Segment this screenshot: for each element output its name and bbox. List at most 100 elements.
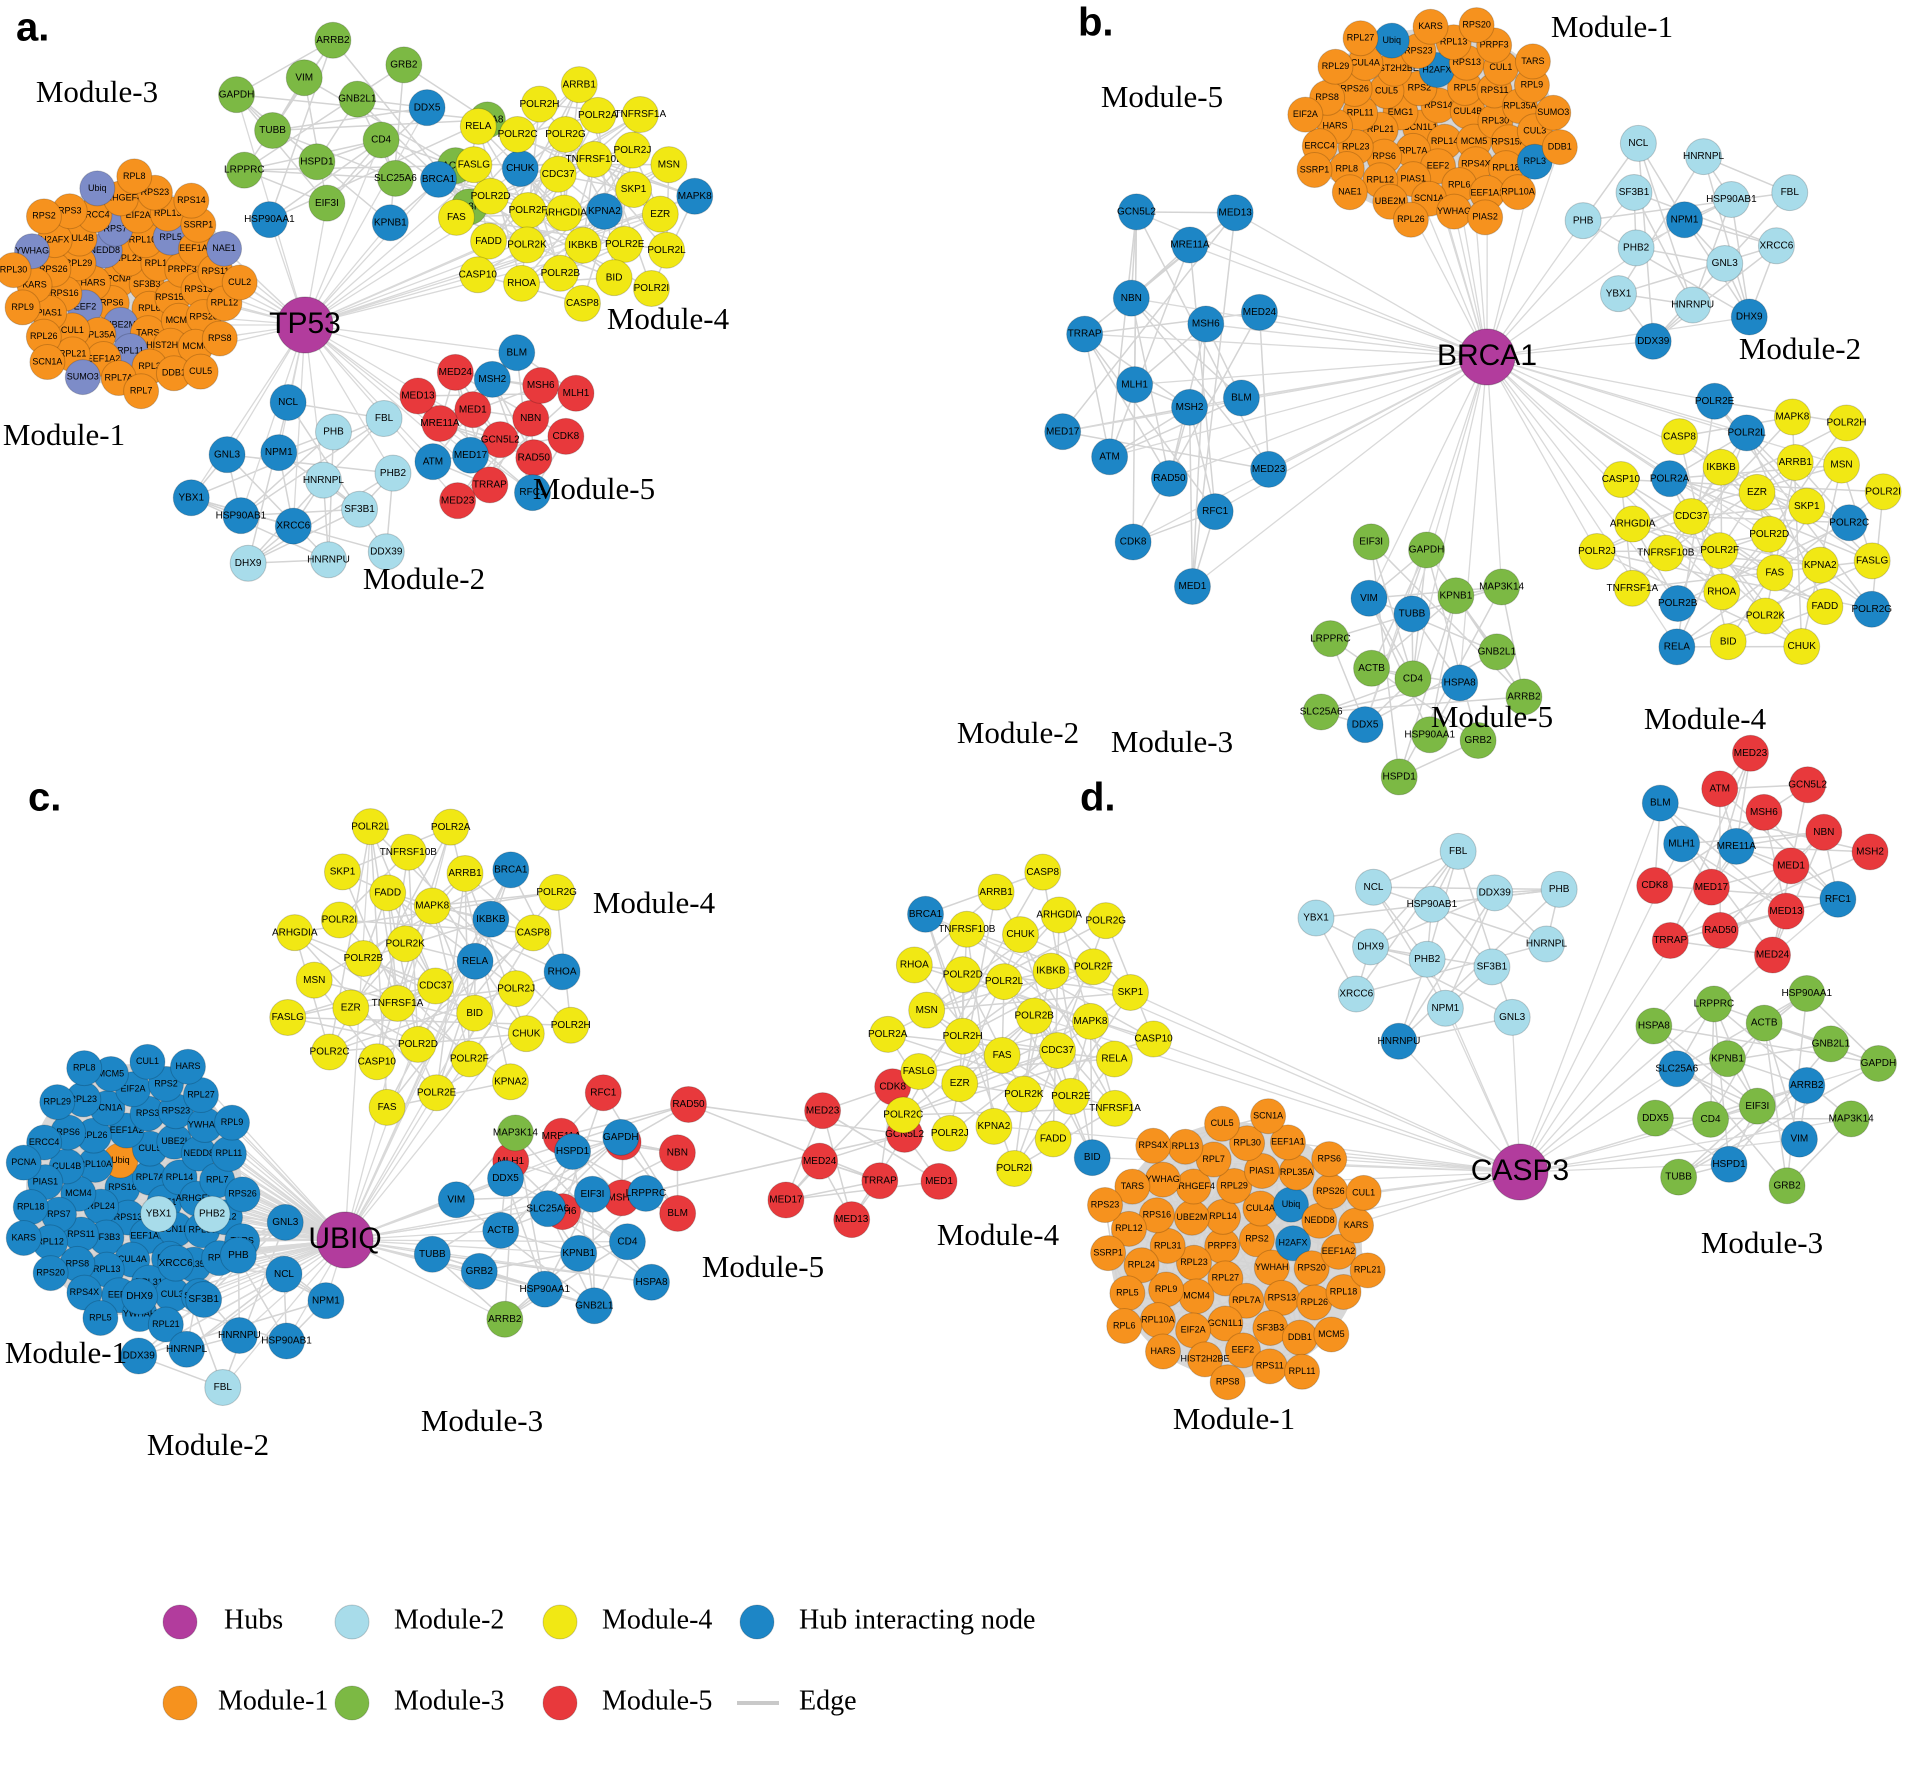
- node-vim[interactable]: [1780, 1120, 1818, 1158]
- node-hsp90aa1[interactable]: [1411, 716, 1449, 754]
- node-dhx9[interactable]: [121, 1278, 159, 1316]
- node-ezr[interactable]: [941, 1065, 979, 1103]
- node-med1[interactable]: [1772, 847, 1810, 885]
- node-polr2g[interactable]: [538, 873, 576, 911]
- node-msh2[interactable]: [473, 360, 511, 398]
- node-grb2[interactable]: [460, 1252, 498, 1290]
- node-tars[interactable]: [1114, 1168, 1151, 1205]
- node-rela[interactable]: [1658, 628, 1696, 666]
- node-rela[interactable]: [456, 942, 494, 980]
- hub-node-casp3[interactable]: [1491, 1143, 1549, 1201]
- node-mapk8[interactable]: [1071, 1002, 1109, 1040]
- node-rps4x[interactable]: [66, 1274, 103, 1311]
- node-fas[interactable]: [1756, 554, 1794, 592]
- node-lrpprc[interactable]: [627, 1174, 665, 1212]
- node-mapk8[interactable]: [676, 177, 714, 215]
- node-polr2k[interactable]: [1005, 1075, 1043, 1113]
- hub-node-ubiq[interactable]: [316, 1211, 374, 1269]
- node-phb2[interactable]: [374, 454, 412, 492]
- node-rpl21[interactable]: [147, 1306, 184, 1343]
- node-ssrp1[interactable]: [1090, 1235, 1127, 1272]
- node-brca1[interactable]: [907, 895, 945, 933]
- node-msh2[interactable]: [1851, 833, 1889, 871]
- node-phb[interactable]: [1564, 202, 1602, 240]
- node-polr2d[interactable]: [399, 1025, 437, 1063]
- node-polr2f[interactable]: [1701, 532, 1739, 570]
- node-skp1[interactable]: [1111, 973, 1149, 1011]
- node-polr2j[interactable]: [497, 970, 535, 1008]
- node-polr2e[interactable]: [418, 1074, 456, 1112]
- node-polr2f[interactable]: [450, 1040, 488, 1078]
- node-msh6[interactable]: [522, 367, 560, 405]
- node-arrb2[interactable]: [1788, 1067, 1826, 1105]
- node-bid[interactable]: [1073, 1139, 1111, 1177]
- node-arrb2[interactable]: [486, 1300, 524, 1338]
- node-faslg[interactable]: [269, 999, 307, 1037]
- node-polr2a[interactable]: [432, 808, 470, 846]
- node-polr2j[interactable]: [931, 1114, 969, 1152]
- node-mre11a[interactable]: [421, 405, 459, 443]
- node-fbl[interactable]: [204, 1368, 242, 1406]
- node-med13[interactable]: [399, 377, 437, 415]
- node-sumo3[interactable]: [1535, 94, 1572, 131]
- node-cul1[interactable]: [1345, 1174, 1382, 1211]
- node-gnb2l1[interactable]: [338, 80, 376, 118]
- node-cd4[interactable]: [1394, 660, 1432, 698]
- node-trrap[interactable]: [1066, 315, 1104, 353]
- node-mre11a[interactable]: [1717, 827, 1755, 865]
- node-ybx1[interactable]: [1297, 899, 1335, 937]
- node-npm1[interactable]: [260, 434, 298, 472]
- node-rps23[interactable]: [1087, 1187, 1124, 1224]
- node-ncl[interactable]: [265, 1255, 303, 1293]
- node-skp1[interactable]: [1788, 487, 1826, 525]
- node-rpl29[interactable]: [1317, 48, 1354, 85]
- node-cdc37[interactable]: [1039, 1032, 1077, 1070]
- node-tnfrsf10b[interactable]: [575, 140, 613, 178]
- node-polr2j[interactable]: [613, 131, 651, 169]
- node-fas[interactable]: [368, 1088, 406, 1126]
- node-lrpprc[interactable]: [1311, 620, 1349, 658]
- node-polr2d[interactable]: [472, 177, 510, 215]
- node-rpl8[interactable]: [116, 158, 153, 195]
- node-rad50[interactable]: [1150, 460, 1188, 498]
- node-phb[interactable]: [1540, 870, 1578, 908]
- node-fadd[interactable]: [1034, 1120, 1072, 1158]
- node-polr2k[interactable]: [508, 226, 546, 264]
- node-fadd[interactable]: [369, 874, 407, 912]
- node-rpl18[interactable]: [1325, 1273, 1362, 1310]
- node-tars[interactable]: [1514, 43, 1551, 80]
- node-rps20[interactable]: [32, 1255, 69, 1292]
- node-polr2b[interactable]: [1015, 997, 1053, 1035]
- node-ddx5[interactable]: [1636, 1099, 1674, 1137]
- node-tubb[interactable]: [254, 111, 292, 149]
- node-rpl27[interactable]: [1342, 20, 1379, 57]
- node-blm[interactable]: [498, 334, 536, 372]
- node-rfc1[interactable]: [513, 474, 551, 512]
- node-rps8[interactable]: [201, 320, 238, 357]
- node-scn1a[interactable]: [1250, 1098, 1287, 1135]
- node-ddb1[interactable]: [1541, 129, 1578, 166]
- node-med23[interactable]: [439, 482, 477, 520]
- node-nbn[interactable]: [1112, 279, 1150, 317]
- node-kpnb1[interactable]: [1437, 577, 1475, 615]
- node-dhx9[interactable]: [1352, 928, 1390, 966]
- node-rpl8[interactable]: [66, 1050, 103, 1087]
- node-eef2[interactable]: [1224, 1332, 1261, 1369]
- node-ezr[interactable]: [641, 195, 679, 233]
- node-med1[interactable]: [454, 391, 492, 429]
- node-sf3b1[interactable]: [341, 490, 379, 528]
- node-hnrnpu[interactable]: [1380, 1022, 1418, 1060]
- node-ddx39[interactable]: [1634, 322, 1672, 360]
- node-polr2h[interactable]: [520, 85, 558, 123]
- node-rpl29[interactable]: [39, 1084, 76, 1121]
- node-msn[interactable]: [908, 991, 946, 1029]
- node-ssrp1[interactable]: [1296, 151, 1333, 188]
- node-kpnb1[interactable]: [371, 204, 409, 242]
- node-atm[interactable]: [1701, 770, 1739, 808]
- node-hnrnpu[interactable]: [1674, 286, 1712, 324]
- node-eif3i[interactable]: [1738, 1087, 1776, 1125]
- node-rfc1[interactable]: [584, 1074, 622, 1112]
- node-hsp90ab1[interactable]: [1712, 180, 1750, 218]
- node-cd4[interactable]: [1692, 1100, 1730, 1138]
- node-hspa8[interactable]: [1635, 1007, 1673, 1045]
